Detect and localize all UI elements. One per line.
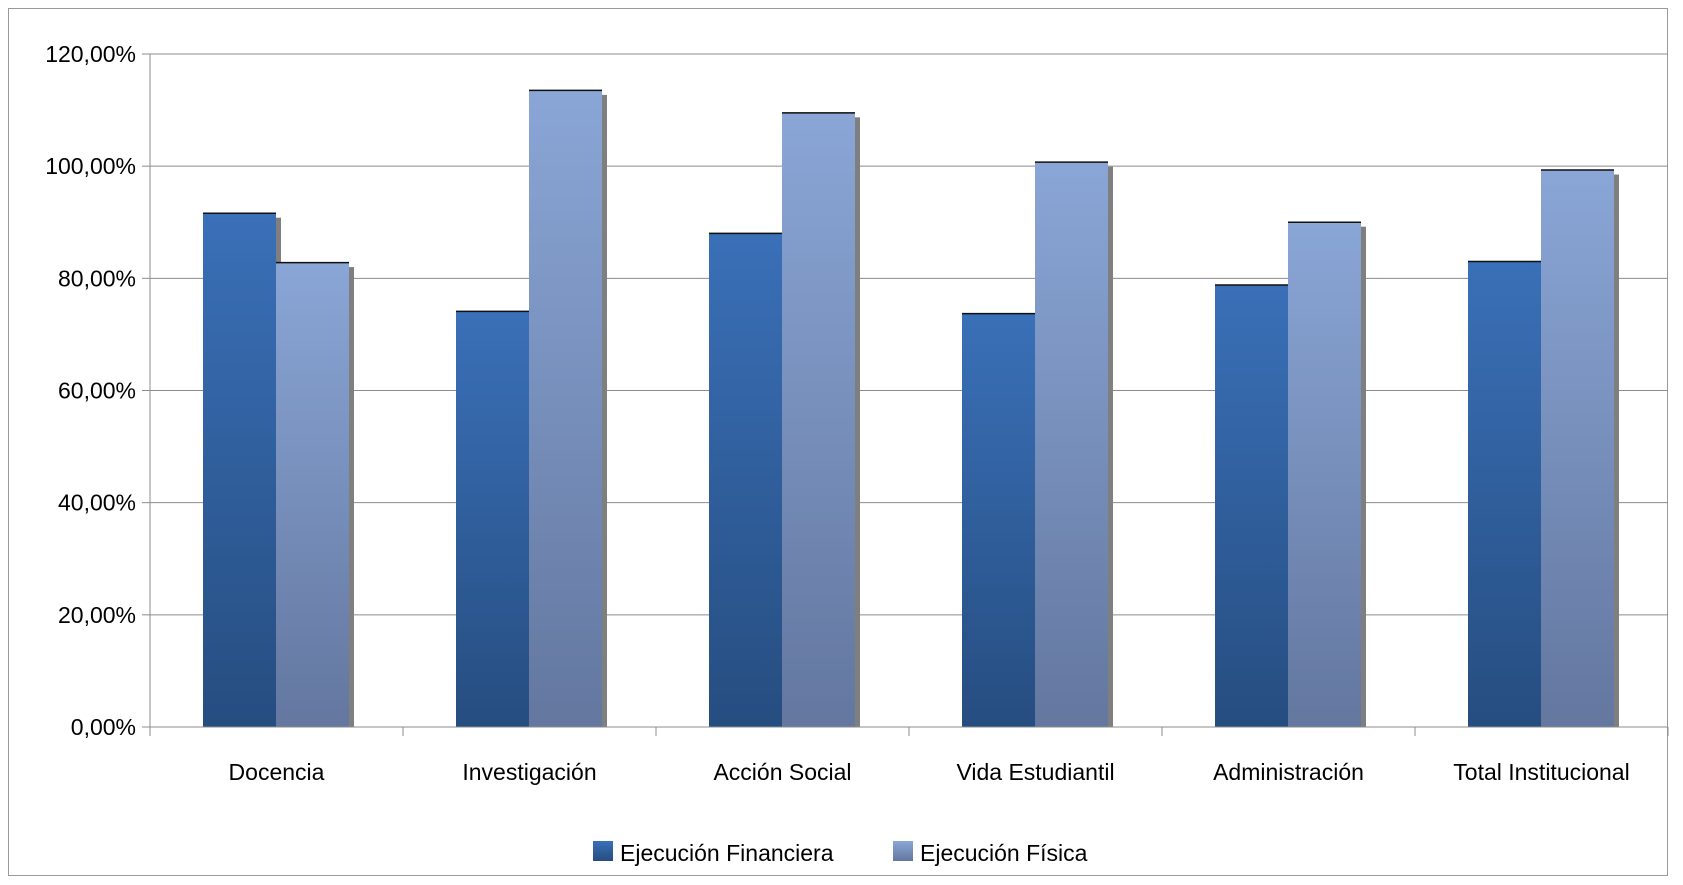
bar-financiera-2 (709, 232, 782, 728)
bar-fisica-2 (782, 112, 855, 728)
bar-fisica-5 (1541, 169, 1614, 727)
legend-swatch (893, 841, 913, 861)
category-label: Total Institucional (1453, 759, 1629, 785)
x-category-labels: Docencia Investigación Acción Social Vida E… (229, 759, 1630, 785)
legend-label: Ejecución Física (920, 840, 1088, 866)
category-label: Docencia (229, 759, 325, 785)
bar-fisica-3 (1035, 161, 1108, 727)
y-tick-labels: 0,00% 20,00% 40,00% 60,00% 80,00% 100,00% 120,… (45, 41, 136, 740)
category-label: Administración (1213, 759, 1364, 785)
bar-financiera-4 (1215, 284, 1288, 727)
legend: Ejecución Financiera Ejecución Física (593, 840, 1088, 866)
bars (203, 89, 1619, 728)
y-tick-label: 0,00% (71, 714, 136, 740)
bar-financiera-3 (962, 313, 1035, 727)
bar-financiera-0 (203, 212, 276, 728)
legend-swatch (593, 841, 613, 861)
category-label: Acción Social (713, 759, 851, 785)
y-tick-label: 100,00% (45, 153, 136, 179)
category-label: Investigación (462, 759, 596, 785)
bar-financiera-1 (456, 310, 529, 727)
bar-fisica-1 (529, 89, 602, 728)
bar-fisica-4 (1288, 221, 1361, 728)
axes (142, 53, 1669, 736)
y-tick-label: 80,00% (58, 265, 136, 291)
bar-financiera-5 (1468, 260, 1541, 727)
gridlines (150, 53, 1668, 616)
category-label: Vida Estudiantil (956, 759, 1114, 785)
y-tick-label: 120,00% (45, 41, 136, 67)
y-tick-label: 40,00% (58, 490, 136, 516)
bar-fisica-0 (276, 262, 349, 727)
legend-label: Ejecución Financiera (620, 840, 834, 866)
y-tick-label: 20,00% (58, 602, 136, 628)
y-tick-label: 60,00% (58, 378, 136, 404)
